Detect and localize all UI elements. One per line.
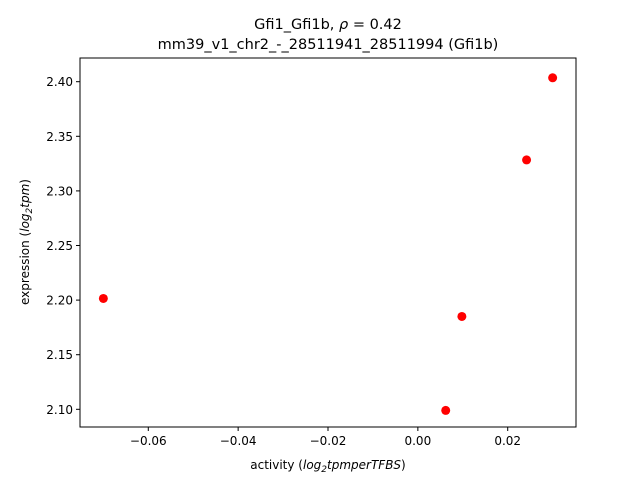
data-point — [522, 155, 532, 165]
x-tick-label: 0.02 — [494, 434, 521, 448]
x-tick-label: 0.00 — [404, 434, 431, 448]
x-axis-label: activity (log2tpmperTFBS) — [250, 458, 405, 475]
plot-frame — [79, 57, 577, 428]
chart-title-text: Gfi1_Gfi1b, — [254, 17, 339, 33]
data-point — [441, 405, 451, 415]
data-point — [98, 293, 108, 303]
y-tick-label: 2.40 — [46, 75, 73, 89]
rho-symbol: ρ — [339, 17, 349, 33]
y-tick-label: 2.10 — [46, 403, 73, 417]
rho-value: = 0.42 — [348, 17, 402, 33]
y-tick-label: 2.35 — [46, 130, 73, 144]
x-tick-label: −0.04 — [220, 434, 257, 448]
y-tick-label: 2.30 — [46, 184, 73, 198]
y-axis-ticks: 2.10 2.15 2.20 2.25 2.30 2.35 2.40 — [46, 75, 80, 417]
chart-title: Gfi1_Gfi1b, ρ = 0.42 — [8, 16, 640, 34]
x-tick-label: −0.02 — [310, 434, 347, 448]
x-axis-ticks: −0.06 −0.04 −0.02 0.00 0.02 — [130, 427, 521, 448]
y-axis-label: expression (log2tpm) — [18, 179, 35, 305]
x-tick-label: −0.06 — [130, 434, 167, 448]
y-tick-label: 2.20 — [46, 294, 73, 308]
y-tick-label: 2.15 — [46, 348, 73, 362]
chart-subtitle: mm39_v1_chr2_-_28511941_28511994 (Gfi1b) — [157, 37, 499, 53]
data-points — [98, 73, 558, 415]
data-point — [457, 311, 467, 321]
data-point — [548, 73, 558, 83]
y-tick-label: 2.25 — [46, 239, 73, 253]
